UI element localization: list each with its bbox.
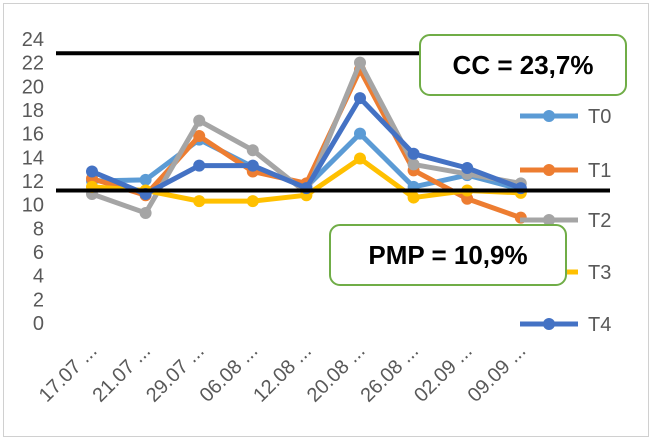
legend-marker-t1: [543, 164, 555, 176]
y-tick-label: 20: [22, 76, 44, 98]
legend-label-t1: T1: [588, 160, 611, 182]
data-point-t2: [246, 144, 259, 157]
legend-marker-t0: [543, 110, 555, 122]
annotation-label: CC = 23,7%: [453, 50, 594, 80]
data-point-t3: [193, 195, 206, 208]
x-tick-label: 20.08 ...: [303, 340, 370, 407]
y-tick-label: 4: [33, 266, 44, 288]
y-tick-label: 8: [33, 218, 44, 240]
data-point-t2: [193, 114, 206, 127]
data-point-t0: [139, 173, 152, 186]
annotation-label: PMP = 10,9%: [368, 240, 527, 270]
annotation-box: [329, 224, 567, 286]
data-point-t4: [407, 147, 420, 160]
y-tick-label: 24: [22, 29, 44, 51]
x-tick-label: 17.07 ...: [35, 340, 102, 407]
x-tick-label: 12.08 ...: [249, 340, 316, 407]
data-point-t3: [407, 191, 420, 204]
y-tick-label: 0: [33, 313, 44, 335]
x-tick-label: 06.08 ...: [196, 340, 263, 407]
x-tick-label: 21.07 ...: [88, 340, 155, 407]
y-tick-label: 2: [33, 289, 44, 311]
annotations: CC = 23,7% PMP = 10,9%: [329, 34, 627, 286]
y-tick-label: 10: [22, 195, 44, 217]
y-tick-label: 12: [22, 171, 44, 193]
data-point-t4: [193, 159, 206, 172]
y-tick-label: 16: [22, 124, 44, 146]
data-point-t2: [354, 56, 366, 69]
data-point-t2: [139, 206, 152, 219]
legend-marker-t2: [543, 214, 555, 226]
data-point-t3: [354, 152, 366, 165]
y-tick-label: 14: [22, 147, 44, 169]
y-tick-label: 6: [33, 242, 44, 264]
data-point-t1: [461, 192, 474, 205]
legend-marker-t4: [543, 318, 555, 330]
x-axis-ticks: 17.07 ...21.07 ...29.07 ...06.08 ...12.0…: [35, 340, 530, 407]
data-point-t4: [86, 165, 98, 178]
x-tick-label: 26.08 ...: [356, 340, 423, 407]
data-point-t3: [246, 195, 259, 208]
annotation-box: [419, 34, 627, 96]
legend-label-t3: T3: [588, 262, 611, 284]
data-point-t0: [354, 127, 366, 140]
data-point-t1: [193, 130, 206, 143]
data-point-t4: [354, 92, 366, 105]
y-tick-label: 22: [22, 53, 44, 75]
data-point-t4: [461, 161, 474, 174]
legend-label-t0: T0: [588, 106, 611, 128]
data-point-t2: [407, 158, 420, 171]
legend: T0 T1 T2 T3 T4: [520, 106, 611, 336]
y-tick-label: 18: [22, 100, 44, 122]
x-tick-label: 29.07 ...: [142, 340, 209, 407]
legend-label-t2: T2: [588, 210, 611, 232]
x-tick-label: 02.09 ...: [410, 340, 477, 407]
x-tick-label: 09.09 ...: [464, 340, 531, 407]
legend-label-t4: T4: [588, 314, 611, 336]
data-point-t4: [246, 159, 259, 172]
